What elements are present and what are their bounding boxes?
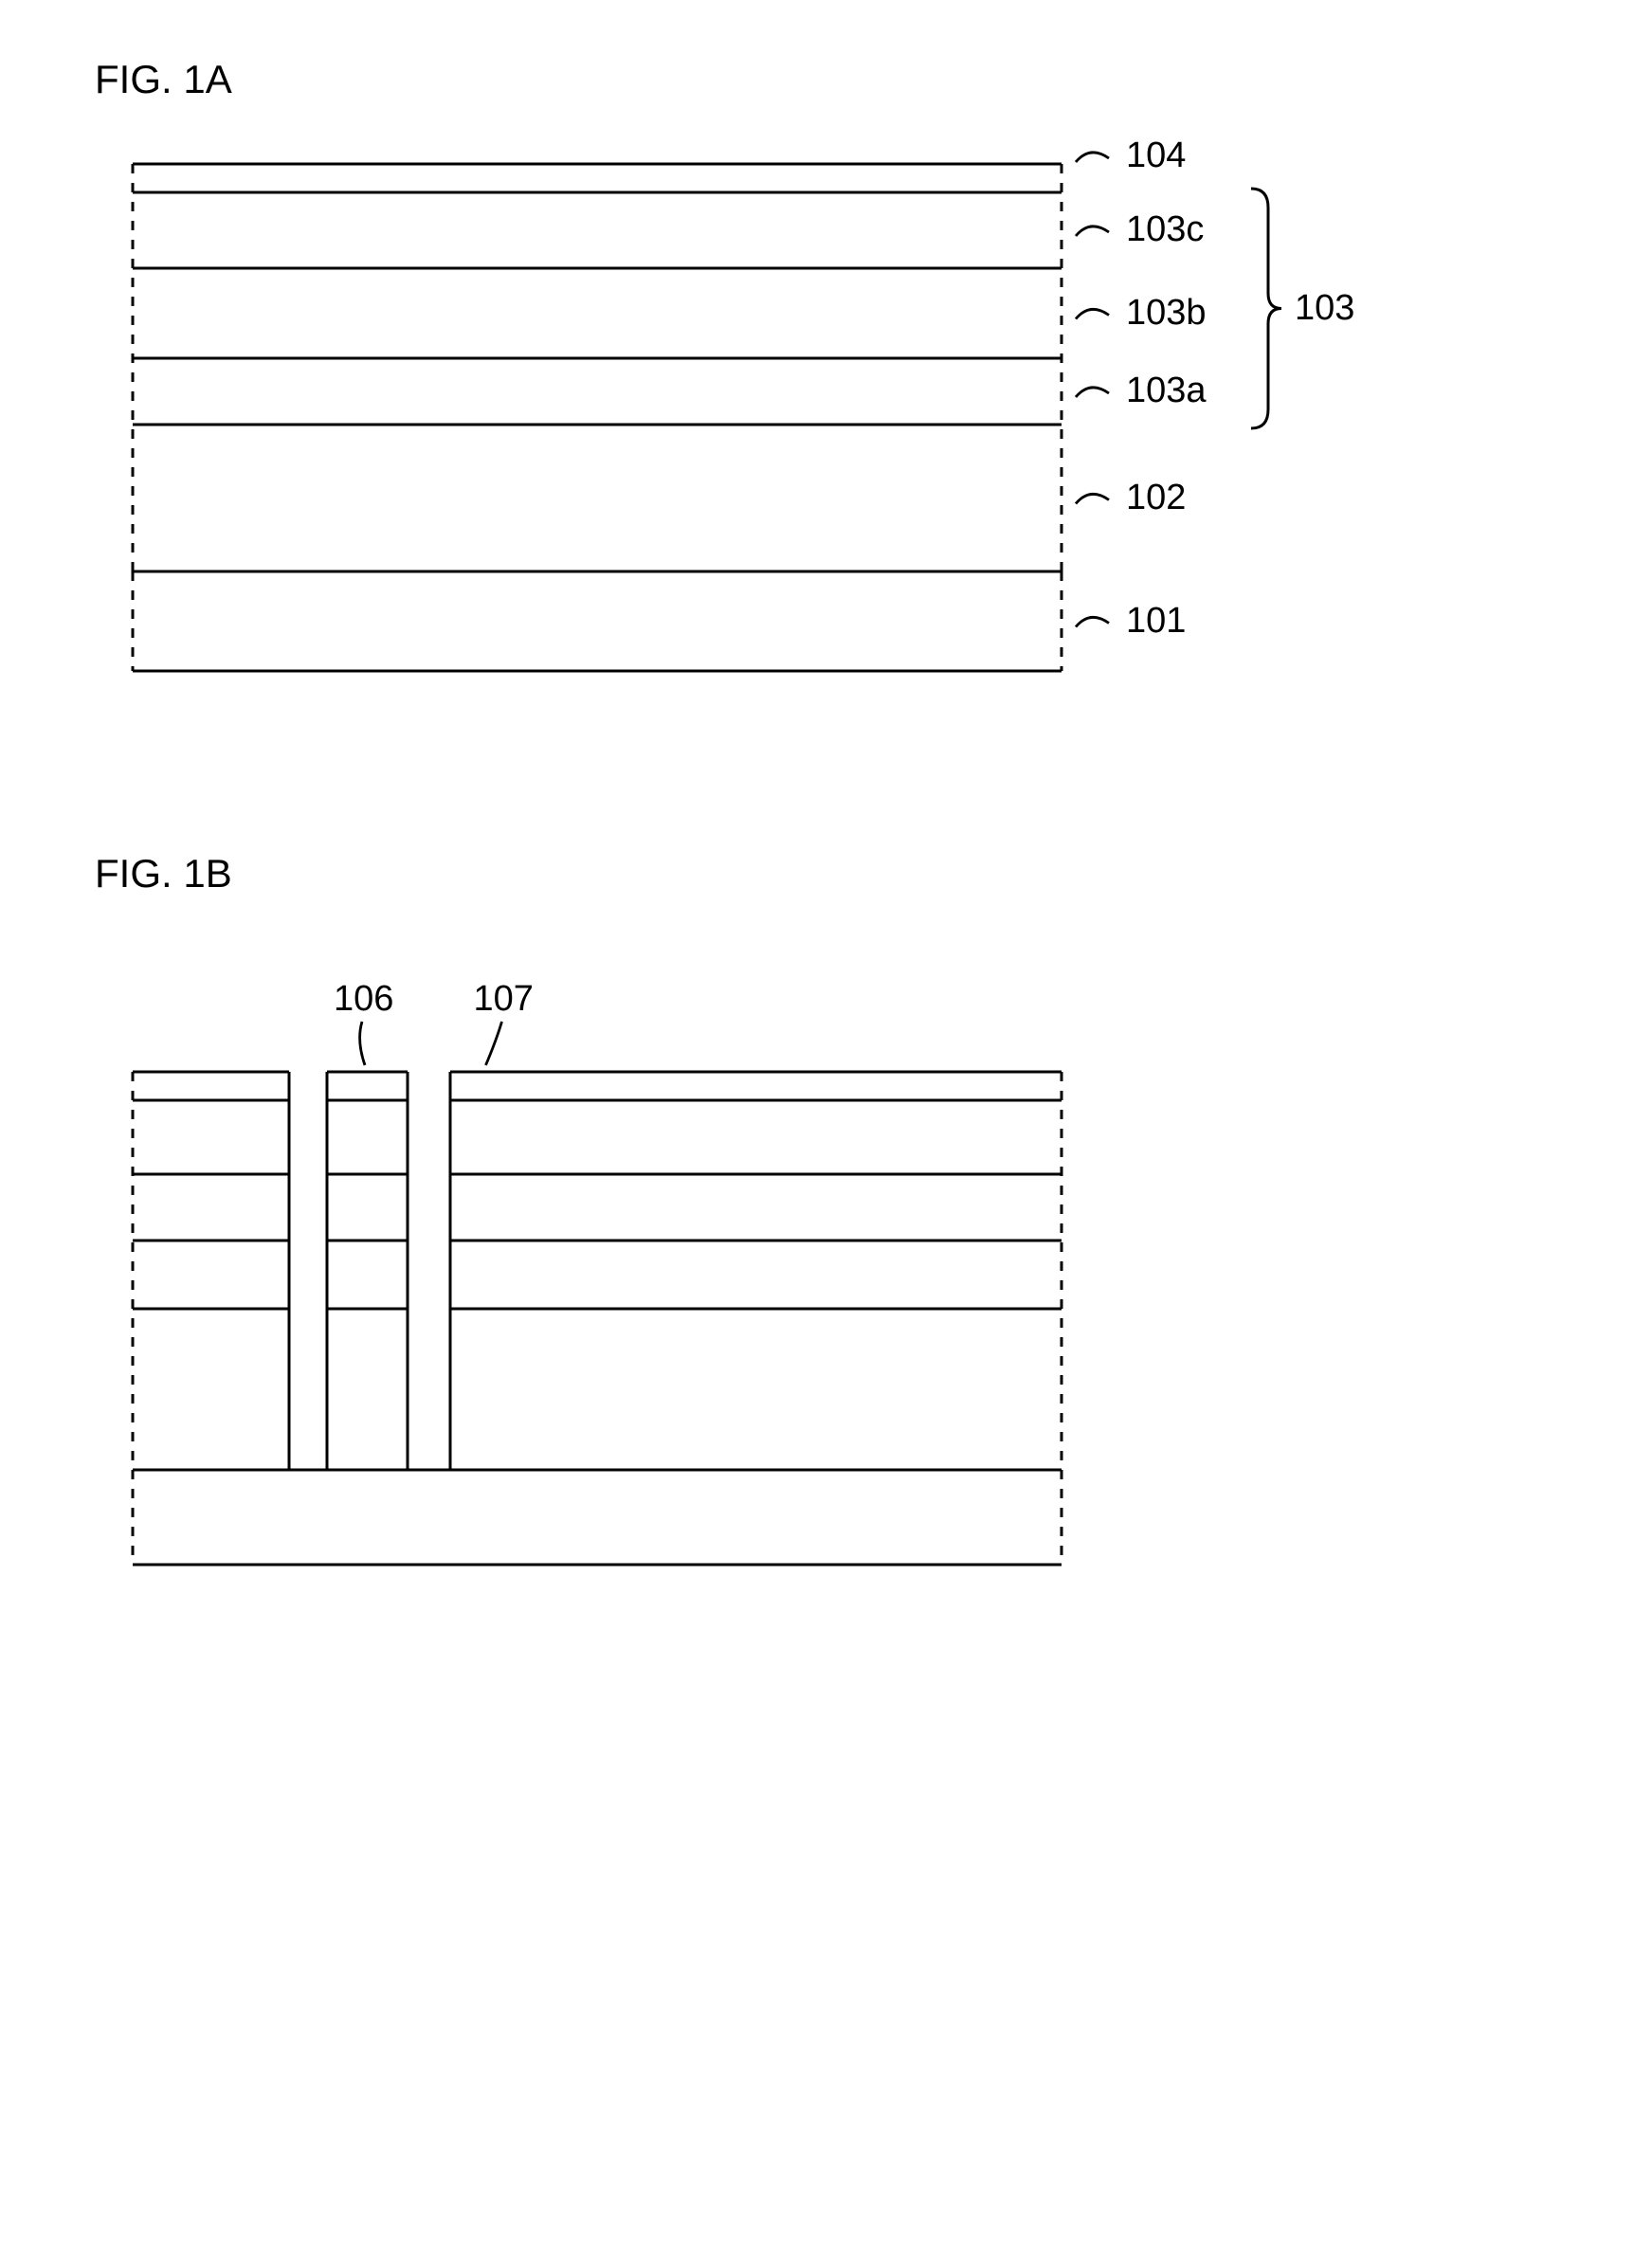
groove-label-106: 106 [334, 979, 393, 1020]
figure-1a: FIG. 1A 104 103c 103b 103a 102 101 103 [76, 57, 1576, 680]
figure-1b-title: FIG. 1B [95, 851, 1576, 897]
figure-1b-top-labels: 106 107 [133, 953, 1576, 1067]
groove-label-107: 107 [474, 979, 534, 1020]
layer-label-103c: 103c [1126, 209, 1204, 250]
layer-label-103a: 103a [1126, 371, 1207, 411]
figure-1b-diagram [76, 1067, 1576, 1574]
figure-1b-svg [76, 1067, 1071, 1574]
layer-label-101: 101 [1126, 601, 1186, 642]
figure-1a-labels: 104103c103b103a102101103 [1090, 159, 1412, 680]
layer-group-label-103: 103 [1295, 288, 1354, 329]
layer-label-102: 102 [1126, 478, 1186, 518]
figure-1a-title: FIG. 1A [95, 57, 1576, 102]
layer-label-103b: 103b [1126, 293, 1207, 334]
figure-1a-svg [76, 159, 1071, 680]
figure-1a-diagram: 104103c103b103a102101103 [76, 159, 1576, 680]
layer-label-104: 104 [1126, 136, 1186, 176]
figure-1b: FIG. 1B 106 107 [76, 851, 1576, 1574]
